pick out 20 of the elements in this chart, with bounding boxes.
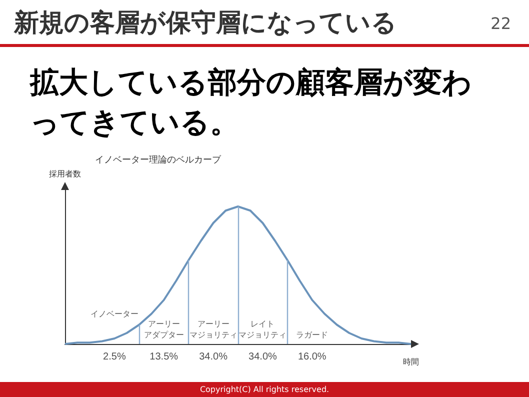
annotation: マジョリティ <box>238 330 287 340</box>
text: 16.0% <box>298 352 326 362</box>
annotation: アーリー <box>148 320 180 328</box>
y-axis-title: 採用者数 <box>49 170 81 178</box>
chart-title: イノベーター理論のベルカーブ <box>95 154 222 164</box>
text: 34.0% <box>248 352 277 362</box>
annotation: アダプター <box>144 330 184 340</box>
annotation: ラガード <box>296 330 328 340</box>
annotation: マジョリティ <box>189 330 238 340</box>
chart-subtitle: 拡大している部分の顧客層が変わってきている。 <box>30 64 473 141</box>
text: 34.0% <box>199 352 228 362</box>
text: 13.5% <box>150 352 178 362</box>
text: 2.5% <box>103 352 126 362</box>
text: 新規の客層が保守層になっている <box>14 7 397 39</box>
annotation: レイト <box>250 320 275 328</box>
text: Copyright(C) All rights reserved. <box>0 382 529 397</box>
annotation: アーリー <box>197 320 230 328</box>
text: 22 <box>490 14 511 33</box>
annotation: イノベーター <box>90 310 138 318</box>
x-axis-title: 時間 <box>403 358 419 366</box>
